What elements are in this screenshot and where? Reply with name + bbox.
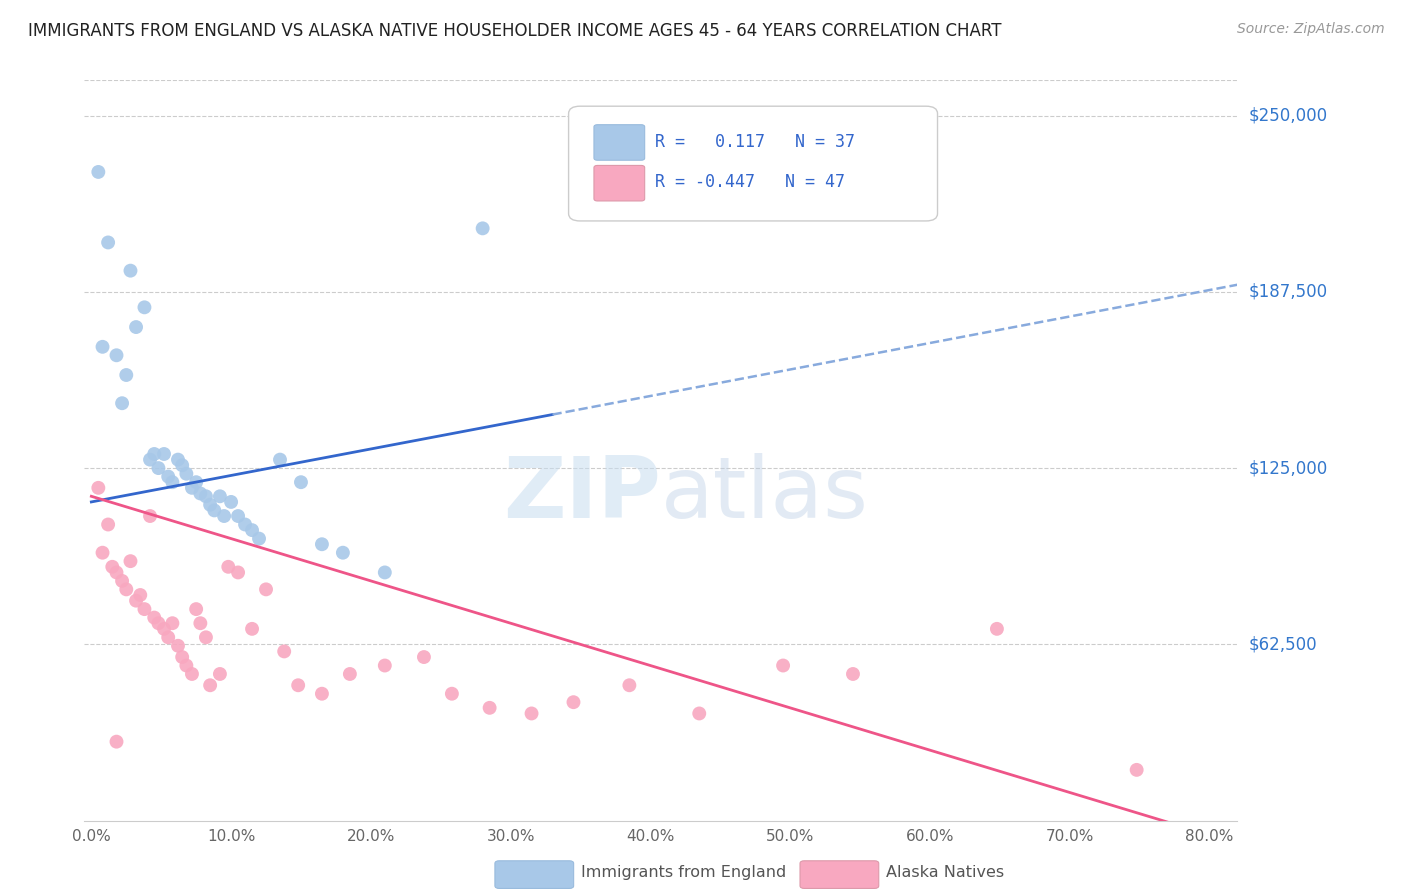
Point	[332, 546, 354, 560]
Point	[198, 498, 221, 512]
Point	[148, 616, 170, 631]
Point	[254, 582, 277, 597]
Text: ZIP: ZIP	[503, 453, 661, 536]
Point	[688, 706, 710, 721]
Point	[212, 509, 235, 524]
Point	[162, 475, 184, 490]
Point	[134, 602, 156, 616]
Point	[186, 475, 208, 490]
Text: $125,000: $125,000	[1249, 459, 1327, 477]
Point	[198, 678, 221, 692]
Text: $250,000: $250,000	[1249, 106, 1327, 125]
Point	[311, 687, 333, 701]
Point	[111, 396, 134, 410]
Point	[1125, 763, 1147, 777]
FancyBboxPatch shape	[593, 165, 645, 201]
Point	[413, 650, 436, 665]
Point	[176, 467, 198, 481]
Point	[87, 481, 110, 495]
Point	[97, 235, 120, 250]
Point	[91, 546, 114, 560]
Point	[153, 447, 176, 461]
Text: atlas: atlas	[661, 453, 869, 536]
Point	[162, 616, 184, 631]
Point	[87, 165, 110, 179]
Point	[287, 678, 309, 692]
Point	[181, 667, 204, 681]
Point	[134, 301, 156, 315]
Point	[153, 622, 176, 636]
Point	[148, 461, 170, 475]
Point	[217, 559, 239, 574]
Point	[226, 566, 249, 580]
Point	[339, 667, 361, 681]
Point	[172, 650, 194, 665]
Point	[105, 734, 128, 748]
Point	[181, 481, 204, 495]
Point	[97, 517, 120, 532]
Text: R = -0.447   N = 47: R = -0.447 N = 47	[655, 173, 845, 192]
Point	[120, 554, 142, 568]
Point	[226, 509, 249, 524]
Text: Source: ZipAtlas.com: Source: ZipAtlas.com	[1237, 22, 1385, 37]
Point	[772, 658, 794, 673]
Text: Immigrants from England: Immigrants from England	[581, 865, 786, 880]
Point	[374, 566, 396, 580]
Point	[125, 593, 148, 607]
Point	[269, 452, 291, 467]
Text: $187,500: $187,500	[1249, 283, 1327, 301]
Point	[139, 509, 162, 524]
Point	[374, 658, 396, 673]
Point	[157, 630, 180, 644]
Point	[172, 458, 194, 473]
Point	[440, 687, 463, 701]
Point	[125, 320, 148, 334]
Point	[188, 616, 211, 631]
Point	[311, 537, 333, 551]
Point	[111, 574, 134, 588]
Text: Alaska Natives: Alaska Natives	[886, 865, 1004, 880]
Point	[129, 588, 152, 602]
Point	[202, 503, 225, 517]
Point	[273, 644, 295, 658]
Point	[176, 658, 198, 673]
Point	[105, 566, 128, 580]
Point	[120, 263, 142, 277]
Point	[842, 667, 865, 681]
Point	[139, 452, 162, 467]
Point	[240, 523, 263, 537]
Text: R =   0.117   N = 37: R = 0.117 N = 37	[655, 133, 855, 151]
Point	[233, 517, 256, 532]
Point	[143, 610, 166, 624]
Point	[219, 495, 242, 509]
Point	[157, 469, 180, 483]
Point	[471, 221, 494, 235]
Point	[194, 630, 217, 644]
Point	[520, 706, 543, 721]
Point	[188, 486, 211, 500]
FancyBboxPatch shape	[568, 106, 938, 221]
Point	[478, 701, 501, 715]
Point	[194, 489, 217, 503]
Text: $62,500: $62,500	[1249, 635, 1317, 653]
Point	[105, 348, 128, 362]
Point	[290, 475, 312, 490]
Point	[619, 678, 641, 692]
Point	[986, 622, 1008, 636]
Point	[562, 695, 585, 709]
Text: IMMIGRANTS FROM ENGLAND VS ALASKA NATIVE HOUSEHOLDER INCOME AGES 45 - 64 YEARS C: IMMIGRANTS FROM ENGLAND VS ALASKA NATIVE…	[28, 22, 1001, 40]
Point	[91, 340, 114, 354]
Point	[208, 489, 231, 503]
Point	[115, 368, 138, 382]
Point	[167, 452, 190, 467]
Point	[186, 602, 208, 616]
Point	[208, 667, 231, 681]
Point	[143, 447, 166, 461]
Point	[115, 582, 138, 597]
Point	[247, 532, 270, 546]
Point	[101, 559, 124, 574]
Point	[167, 639, 190, 653]
Point	[240, 622, 263, 636]
FancyBboxPatch shape	[593, 125, 645, 161]
